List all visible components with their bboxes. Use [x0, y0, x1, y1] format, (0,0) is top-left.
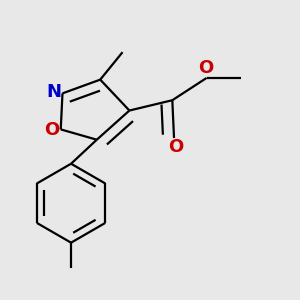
Text: O: O — [198, 58, 214, 76]
Text: O: O — [45, 122, 60, 140]
Text: O: O — [168, 138, 183, 156]
Text: N: N — [46, 83, 62, 101]
